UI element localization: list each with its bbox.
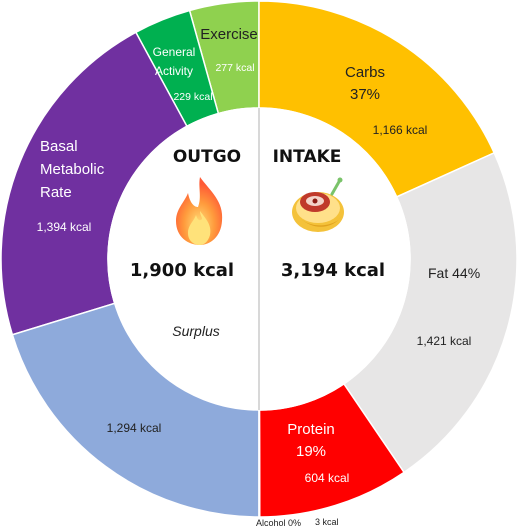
fat-label-text: Fat 44% <box>428 265 480 281</box>
bmr-label-line3: Rate <box>40 184 72 201</box>
intake-total: 3,194 kcal <box>281 260 385 281</box>
fat-label: Fat <box>428 265 448 281</box>
surplus-label: Surplus <box>172 323 219 339</box>
protein-value: 604 kcal <box>305 471 350 485</box>
outgo-total: 1,900 kcal <box>130 260 234 281</box>
bmr-label-line2: Metabolic <box>40 161 105 178</box>
general-activity-value: 229 kcal <box>173 91 212 103</box>
alcohol-value: 3 kcal <box>315 517 339 527</box>
exercise-value: 277 kcal <box>215 62 254 74</box>
alcohol-label-text: Alcohol 0% <box>256 518 301 528</box>
carbs-value: 1,166 kcal <box>373 123 428 137</box>
general-activity-label-line1: General <box>153 45 196 59</box>
alcohol-label: Alcohol <box>256 518 286 528</box>
bmr-value: 1,394 kcal <box>37 220 92 234</box>
carbs-pct: 37% <box>350 86 380 103</box>
surplus-value: 1,294 kcal <box>107 421 162 435</box>
intake-segment-alcohol <box>258 409 261 518</box>
fire-icon <box>176 177 223 245</box>
fat-value: 1,421 kcal <box>417 334 472 348</box>
outgo-title: OUTGO <box>173 147 241 167</box>
intake-title: INTAKE <box>273 147 342 167</box>
alcohol-pct: 0% <box>288 518 301 528</box>
bmr-label-line1: Basal <box>40 138 78 155</box>
protein-pct: 19% <box>296 443 326 460</box>
fat-pct: 44% <box>452 265 480 281</box>
general-activity-label-line2: Activity <box>155 64 193 78</box>
exercise-label: Exercise <box>200 26 258 43</box>
outer-ring <box>0 0 518 518</box>
carbs-label: Carbs <box>345 64 385 81</box>
protein-label: Protein <box>287 421 335 438</box>
food-plate-icon <box>292 177 344 232</box>
